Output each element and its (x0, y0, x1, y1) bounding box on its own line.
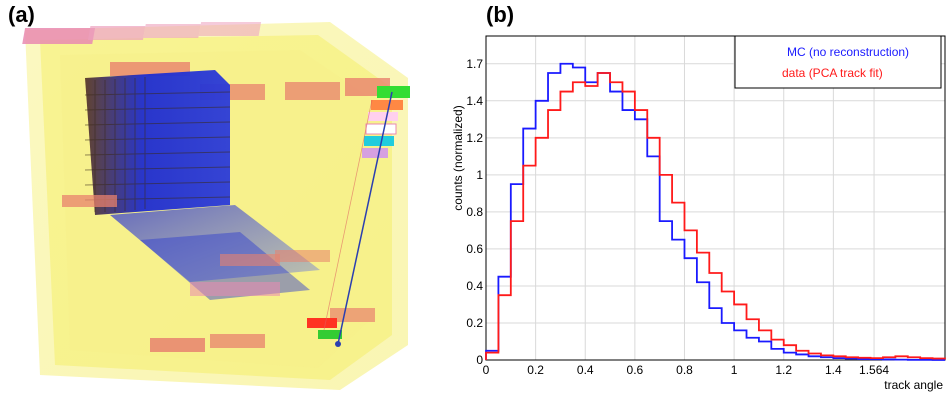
detector-hit-strips (307, 86, 410, 339)
panel-a-label: (a) (8, 2, 35, 27)
plot-frame (485, 35, 946, 361)
detector-top-slabs (22, 22, 390, 100)
x-tick-label: 0.2 (527, 363, 544, 377)
x-tick-label: 1.4 (825, 363, 842, 377)
y-tick-label: 1.2 (466, 131, 483, 145)
y-tick-label: 0 (476, 353, 483, 367)
legend-box (734, 35, 942, 89)
y-tick-label: 0.8 (466, 205, 483, 219)
y-tick-label: 0.4 (466, 279, 483, 293)
x-tick-label: 1.2 (775, 363, 792, 377)
y-tick-label: 1 (476, 168, 483, 182)
y-tick-label: 0.2 (466, 316, 483, 330)
y-tick-label: 1.7 (466, 57, 483, 71)
legend: MC (no reconstruction) data (PCA track f… (734, 35, 942, 89)
x-tick-label: 0.8 (676, 363, 693, 377)
y-tick-label: 0.6 (466, 242, 483, 256)
legend-data: data (PCA track fit) (782, 66, 883, 80)
series-data-line (485, 72, 946, 360)
detector-blue-block (84, 70, 231, 215)
track-line (323, 91, 393, 347)
legend-mc: MC (no reconstruction) (787, 45, 909, 59)
panel-b-label: (b) (486, 2, 515, 27)
series-mc-line (485, 62, 945, 361)
detector-side-slabs (62, 195, 375, 352)
series-layer (485, 62, 946, 361)
x-tick-label: 0.6 (627, 363, 644, 377)
x-tick-label: 0 (483, 363, 490, 377)
x-axis-title: track angle (884, 378, 943, 392)
tick-labels: 0 0.2 0.4 0.6 0.8 1 1.2 1.4 1.564 0 0.2 0.4 0.6 0.8 1 1… (466, 57, 889, 377)
x-tick-label: 1.564 (859, 363, 889, 377)
y-tick-label: 1.4 (466, 94, 483, 108)
x-tick-label: 0.4 (577, 363, 594, 377)
x-tick-label: 1 (731, 363, 738, 377)
y-axis-title: counts (normalized) (451, 105, 465, 210)
